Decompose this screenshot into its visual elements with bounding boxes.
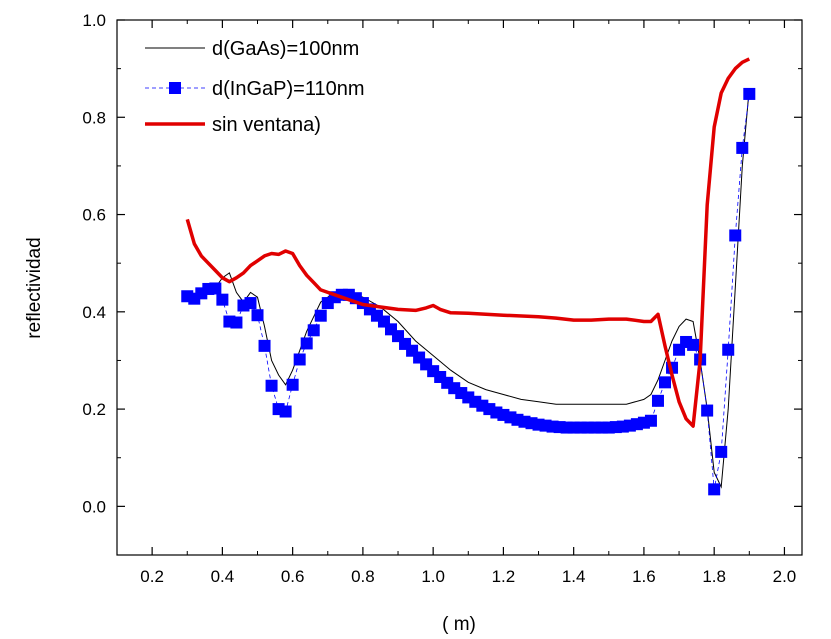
series-point-ingap: [300, 337, 313, 350]
legend-label: d(GaAs)=100nm: [212, 38, 359, 60]
x-tick-label: 0.4: [211, 567, 235, 586]
y-axis-title: reflectividad: [24, 237, 45, 338]
series-point-ingap: [216, 293, 229, 306]
y-tick-label: 0.4: [82, 303, 106, 322]
legend: d(GaAs)=100nm d(InGaP)=110nm sin ventana): [145, 38, 365, 136]
series-point-ingap: [286, 378, 299, 391]
x-axis-title: ( m): [442, 614, 476, 635]
series-point-ingap: [701, 404, 714, 417]
x-tick-label: 2.0: [773, 567, 797, 586]
series-point-ingap: [687, 338, 700, 351]
series-point-ingap: [708, 483, 721, 496]
series-point-ingap: [293, 353, 306, 366]
series-point-ingap: [743, 87, 756, 100]
x-tick-label: 1.4: [562, 567, 586, 586]
y-tick-label: 0.2: [82, 400, 106, 419]
x-tick-label: 0.8: [351, 567, 375, 586]
series-point-ingap: [736, 141, 749, 154]
series-point-ingap: [651, 394, 664, 407]
x-tick-label: 1.0: [421, 567, 445, 586]
series-point-ingap: [279, 405, 292, 418]
series-point-ingap: [265, 379, 278, 392]
y-tick-label: 0.6: [82, 206, 106, 225]
plot-frame: [116, 19, 803, 556]
x-tick-labels: 0.2 0.4 0.6 0.8 1.0 1.2 1.4 1.6 1.8 2.0: [140, 567, 796, 586]
legend-marker-ingap: [169, 82, 181, 94]
series-point-ingap: [258, 339, 271, 352]
series-point-ingap: [644, 414, 657, 427]
series-point-ingap: [715, 445, 728, 458]
series-line-sin-ventana: [185, 57, 751, 428]
series-point-ingap: [307, 324, 320, 337]
y-tick-labels: 0.0 0.2 0.4 0.6 0.8 1.0: [82, 11, 106, 516]
y-tick-label: 0.0: [82, 497, 106, 516]
legend-label: d(InGaP)=110nm: [212, 78, 365, 100]
series-point-ingap: [314, 309, 327, 322]
axis-ticks: [116, 19, 802, 556]
series-line-ingap: [187, 93, 750, 490]
y-tick-label: 1.0: [82, 11, 106, 30]
series-line-gaas: [187, 88, 750, 489]
series-point-ingap: [209, 282, 222, 295]
series-point-ingap: [244, 297, 257, 310]
series-point-ingap: [729, 229, 742, 242]
series-point-ingap: [722, 343, 735, 356]
x-tick-label: 0.2: [140, 567, 164, 586]
x-tick-label: 1.8: [702, 567, 726, 586]
series-point-ingap: [659, 376, 671, 389]
x-tick-label: 0.6: [281, 567, 305, 586]
legend-label: sin ventana): [212, 114, 321, 136]
x-tick-label: 1.6: [632, 567, 656, 586]
y-tick-label: 0.8: [82, 108, 106, 127]
series-point-ingap: [251, 309, 264, 322]
x-tick-label: 1.2: [492, 567, 516, 586]
series-point-ingap: [230, 316, 243, 329]
series-layer: [181, 57, 756, 496]
